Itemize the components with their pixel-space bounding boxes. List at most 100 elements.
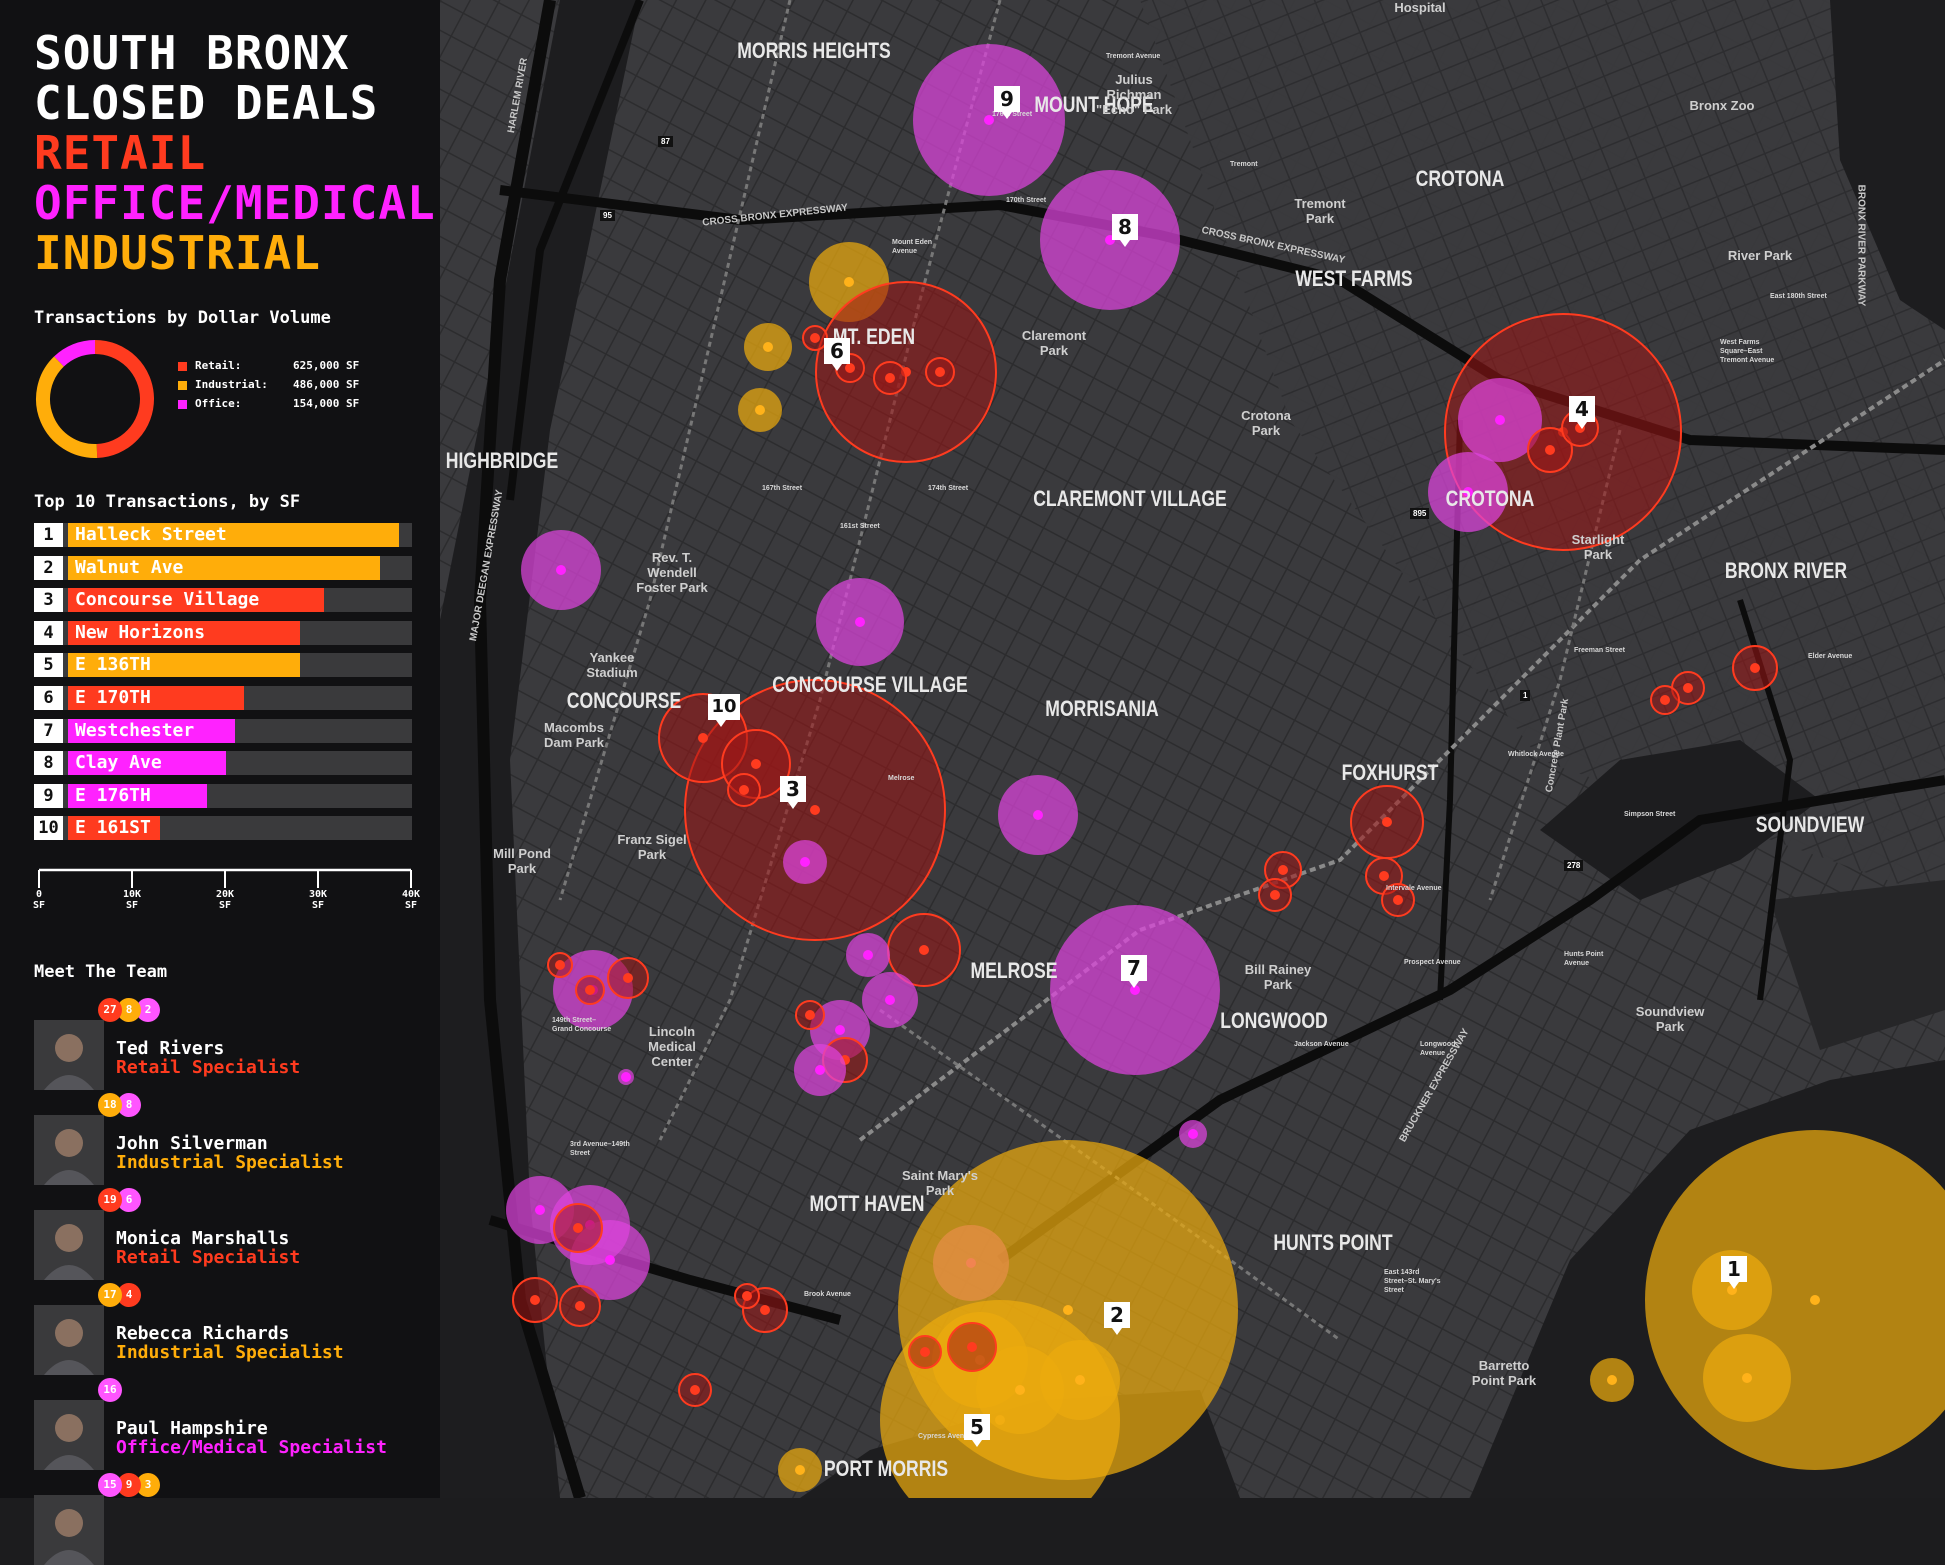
axis-tick-value: 10K	[122, 889, 142, 900]
donut-slice	[36, 356, 98, 458]
bar-fill	[68, 751, 226, 776]
rank-marker[interactable]: 9	[994, 86, 1020, 119]
rank-marker[interactable]: 2	[1104, 1302, 1130, 1335]
bar-label: E 176TH	[75, 784, 151, 806]
member-role: Retail Specialist	[116, 1057, 301, 1078]
deal-center-dot	[863, 950, 873, 960]
station-label: Jackson Avenue	[1294, 1041, 1349, 1048]
deal-center-dot	[810, 333, 820, 343]
donut-legend-item: Retail: 625,000 SF	[178, 359, 359, 372]
highway-shield: 278	[1564, 860, 1584, 871]
deal-center-dot	[967, 1342, 977, 1352]
rank-marker[interactable]: 6	[824, 338, 850, 371]
transaction-bar-row[interactable]: 3 Concourse Village	[34, 588, 414, 613]
deal-center-dot	[698, 733, 708, 743]
deal-center-dot	[556, 565, 566, 575]
deal-center-dot	[810, 805, 820, 815]
axis-tick-value: 30K	[308, 889, 328, 900]
deal-count-badge: 8	[117, 1093, 141, 1117]
member-name: John Silverman	[116, 1133, 268, 1154]
transaction-bar-row[interactable]: 4 New Horizons	[34, 620, 414, 645]
top10-heading: Top 10 Transactions, by SF	[34, 492, 301, 512]
station-label: 3rd Avenue–149th Street	[570, 1141, 630, 1157]
bar-fill	[68, 783, 207, 808]
transaction-bar-row[interactable]: 5 E 136TH	[34, 653, 414, 678]
team-member[interactable]: 17 4 Rebecca Richards Industrial Specialist	[34, 1283, 414, 1375]
transaction-bar-row[interactable]: 7 Westchester	[34, 718, 414, 743]
neighborhood-label: CONCOURSE VILLAGE	[772, 672, 968, 697]
transaction-bar-row[interactable]: 1 Halleck Street	[34, 523, 414, 547]
neighborhood-label: SOUNDVIEW	[1755, 812, 1865, 837]
station-label: Simpson Street	[1624, 811, 1676, 818]
park-label: Claremont Park	[1021, 328, 1087, 358]
neighborhood-label: MT. EDEN	[832, 324, 916, 349]
transaction-bar-row[interactable]: 9 E 176TH	[34, 783, 414, 808]
station-label: Intervale Avenue	[1386, 885, 1442, 892]
rank-marker[interactable]: 8	[1112, 214, 1138, 247]
transaction-bar-row[interactable]: 10 E 161ST	[34, 816, 414, 841]
deal-center-dot	[845, 363, 855, 373]
deal-center-dot	[1188, 1129, 1198, 1139]
deal-center-dot	[1495, 415, 1505, 425]
rank-marker[interactable]: 1	[1721, 1256, 1747, 1289]
park-label: Rev. T. Wendell Foster Park	[636, 550, 708, 595]
bar-label: E 136TH	[75, 654, 151, 676]
deal-center-dot	[1379, 871, 1389, 881]
transaction-bar-row[interactable]: 2 Walnut Ave	[34, 555, 414, 580]
team-member[interactable]: 18 8 John Silverman Industrial Specialist	[34, 1093, 414, 1185]
legend-swatch	[178, 361, 187, 371]
deal-center-dot	[1750, 663, 1760, 673]
axis-tick-value: 40K	[401, 889, 421, 900]
south-bronx-map[interactable]: MORRIS HEIGHTS MOUNT HOPE CROTONA WEST FARM…	[440, 0, 1945, 1498]
transaction-bar-row[interactable]: 6 E 170TH	[34, 686, 414, 710]
deal-center-dot	[555, 960, 565, 970]
bar-label: New Horizons	[75, 621, 206, 643]
axis-tick-value: 20K	[215, 889, 235, 900]
bar-rank: 5	[34, 653, 63, 678]
donut-legend-item: Industrial: 486,000 SF	[178, 378, 359, 391]
bar-label: E 161ST	[75, 817, 151, 839]
team-member[interactable]: 16 Paul Hampshire Office/Medical Specialis…	[34, 1378, 414, 1470]
bar-rank: 4	[34, 620, 63, 645]
station-label: Hunts Point Avenue	[1564, 951, 1604, 967]
team-member[interactable]: 15 9 3	[34, 1473, 414, 1565]
transaction-bar-row[interactable]: 8 Clay Ave	[34, 751, 414, 776]
highway-shield: 1	[1520, 690, 1531, 701]
title-office-medical: OFFICE/MEDICAL	[34, 176, 436, 230]
deal-center-dot	[795, 1465, 805, 1475]
axis-tick-label: 0 SF	[19, 889, 59, 911]
avatar	[34, 1115, 104, 1185]
rank-marker[interactable]: 5	[964, 1414, 990, 1447]
bar-label: Walnut Ave	[75, 556, 184, 578]
rank-marker[interactable]: 10	[708, 694, 740, 727]
rank-marker[interactable]: 4	[1569, 396, 1595, 429]
deal-center-dot	[1810, 1295, 1820, 1305]
highway-shield: 87	[658, 136, 673, 147]
neighborhood-label: LONGWOOD	[1220, 1008, 1328, 1033]
axis-tick-unit: SF	[32, 900, 46, 911]
axis-tick-unit: SF	[311, 900, 325, 911]
neighborhood-label: CONCOURSE	[566, 688, 682, 713]
member-name: Rebecca Richards	[116, 1323, 290, 1344]
team-member[interactable]: 27 8 2 Ted Rivers Retail Specialist	[34, 998, 414, 1090]
bar-fill	[68, 588, 324, 613]
park-label: Yankee Stadium	[586, 650, 638, 680]
bar-rank: 2	[34, 555, 63, 580]
deal-center-dot	[535, 1205, 545, 1215]
station-label: Whitlock Avenue	[1508, 751, 1564, 758]
park-label: Soundview Park	[1635, 1004, 1705, 1034]
team-member[interactable]: 19 6 Monica Marshalls Retail Specialist	[34, 1188, 414, 1280]
neighborhood-label: MOUNT HOPE	[1034, 92, 1154, 117]
deal-center-dot	[751, 759, 761, 769]
neighborhood-label: MOTT HAVEN	[809, 1191, 925, 1216]
station-label: 167th Street	[762, 485, 803, 492]
rank-marker[interactable]: 3	[780, 776, 806, 809]
deal-count-badge: 27	[98, 998, 122, 1022]
member-name: Ted Rivers	[116, 1038, 225, 1059]
rank-marker[interactable]: 7	[1121, 955, 1147, 988]
deal-center-dot	[1382, 817, 1392, 827]
deal-center-dot	[885, 995, 895, 1005]
station-label: West Farms Square–East Tremont Avenue	[1720, 339, 1775, 364]
station-label: 161st Street	[840, 523, 880, 530]
station-label: East 180th Street	[1770, 293, 1827, 300]
